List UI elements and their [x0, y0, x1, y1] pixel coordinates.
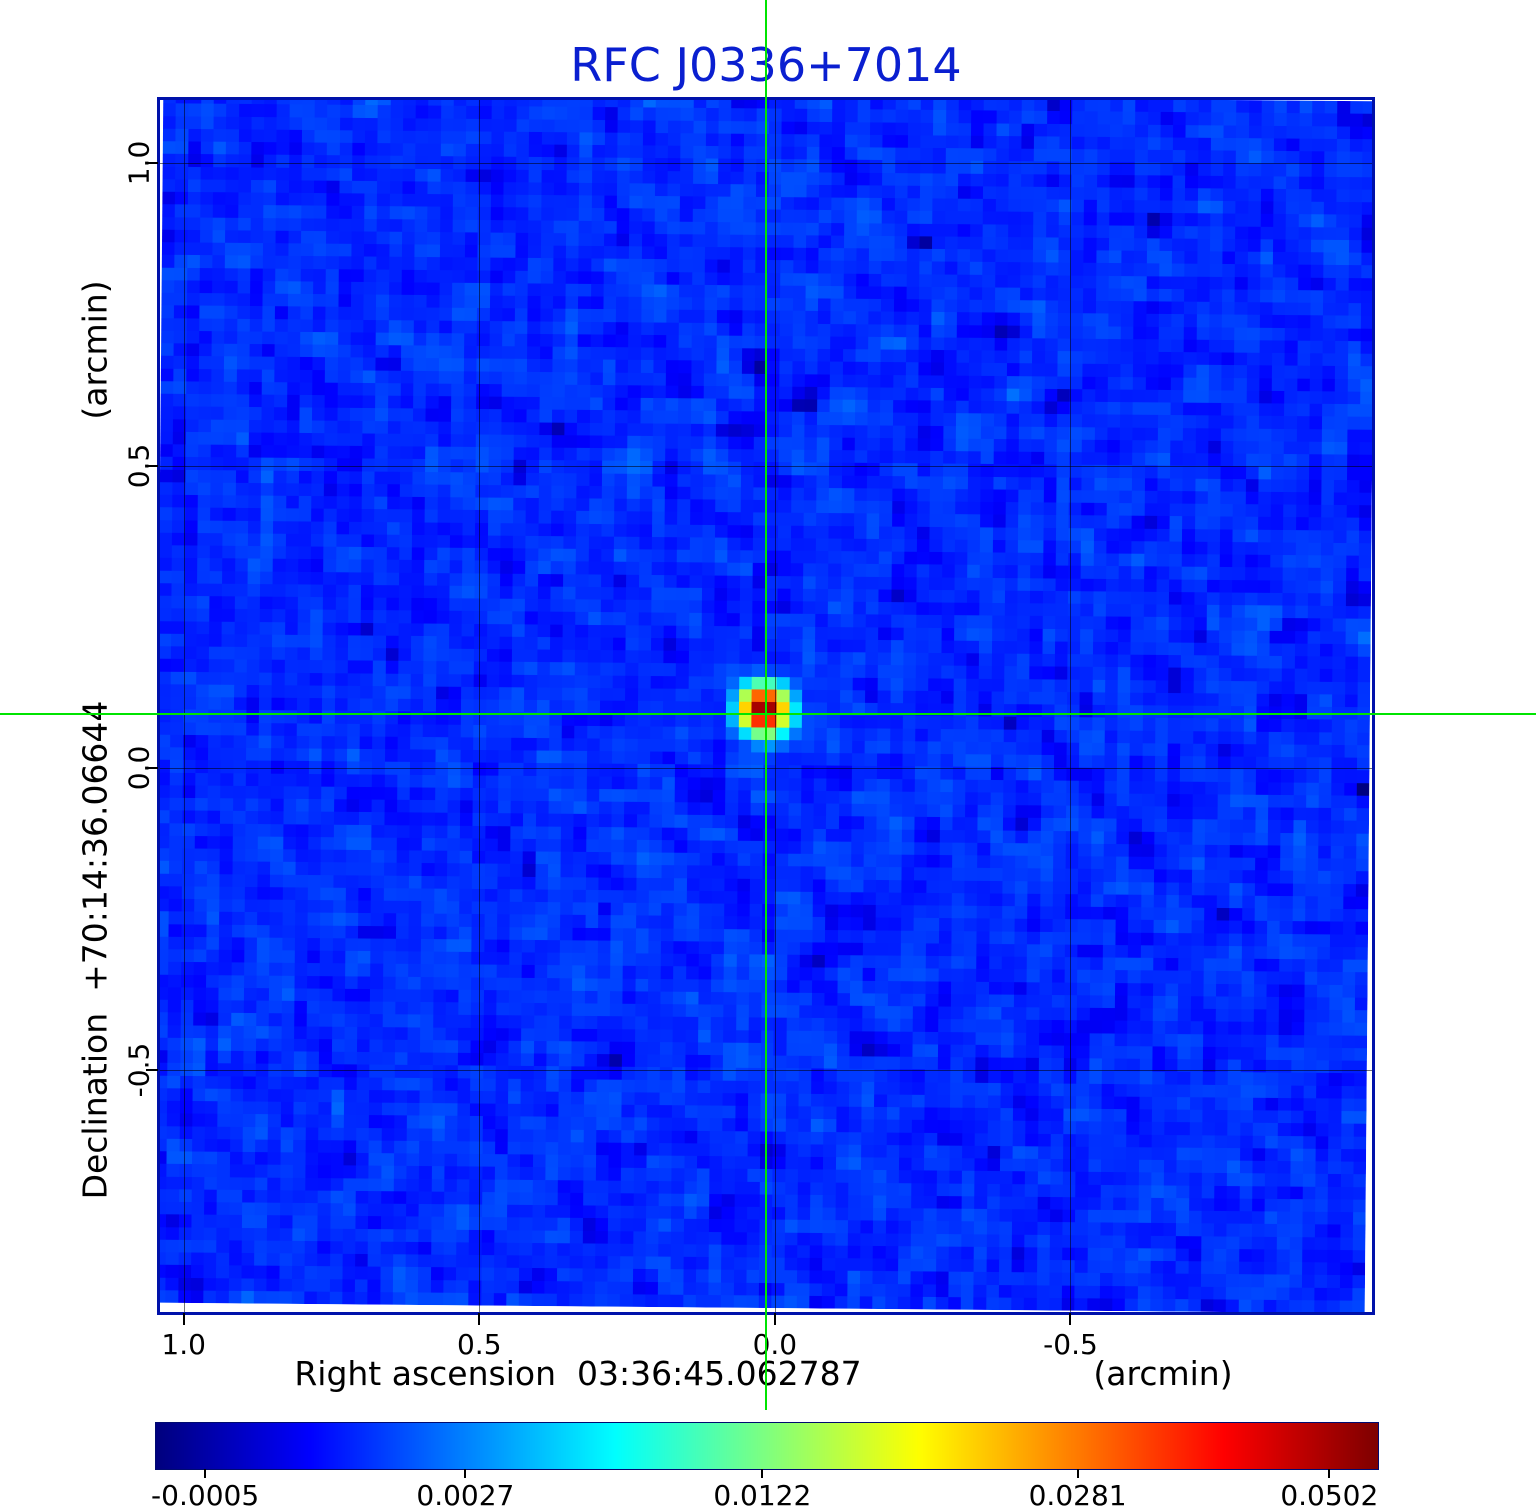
- colorbar-tick-label: 0.0027: [416, 1479, 515, 1511]
- plot-title: RFC J0336+7014: [570, 38, 962, 92]
- y-tick-label: 0.0: [122, 745, 156, 791]
- colorbar-tick-mark: [761, 1469, 764, 1478]
- x-tick-label: 1.0: [161, 1328, 206, 1361]
- y-tick-mark: [146, 162, 158, 165]
- x-axis-unit-label: (arcmin): [1093, 1354, 1233, 1393]
- x-tick-label: 0.5: [456, 1328, 502, 1361]
- colorbar-tick-label: -0.0005: [151, 1479, 260, 1511]
- colorbar-tick-label: 0.0502: [1280, 1479, 1379, 1511]
- x-tick-label: 0.0: [752, 1328, 798, 1361]
- y-axis-unit-label: (arcmin): [75, 280, 115, 420]
- colorbar-gradient: [155, 1422, 1379, 1470]
- colorbar-tick-label: 0.0122: [713, 1479, 812, 1511]
- crosshair-horizontal-line: [0, 713, 1536, 715]
- colorbar-tick-mark: [1076, 1469, 1079, 1478]
- y-tick-mark: [146, 1069, 158, 1072]
- colorbar-tick-label: 0.0281: [1028, 1479, 1127, 1511]
- x-tick-mark: [1069, 1313, 1072, 1325]
- colorbar-tick-mark: [464, 1469, 467, 1478]
- y-tick-mark: [146, 766, 158, 769]
- colorbar-tick-mark: [1328, 1469, 1331, 1478]
- x-tick-mark: [478, 1313, 481, 1325]
- crosshair-vertical-line: [765, 0, 767, 1410]
- x-axis-title: Right ascension 03:36:45.062787: [294, 1354, 862, 1393]
- y-tick-label: -0.5: [122, 1042, 156, 1098]
- x-tick-mark: [773, 1313, 776, 1325]
- y-tick-mark: [146, 464, 158, 467]
- y-axis-title: Declination +70:14:36.06644: [75, 700, 115, 1200]
- colorbar-tick-mark: [204, 1469, 207, 1478]
- x-tick-mark: [182, 1313, 185, 1325]
- y-tick-label: 0.5: [122, 443, 156, 488]
- x-tick-label: -0.5: [1043, 1328, 1098, 1361]
- y-tick-label: 1.0: [122, 141, 156, 186]
